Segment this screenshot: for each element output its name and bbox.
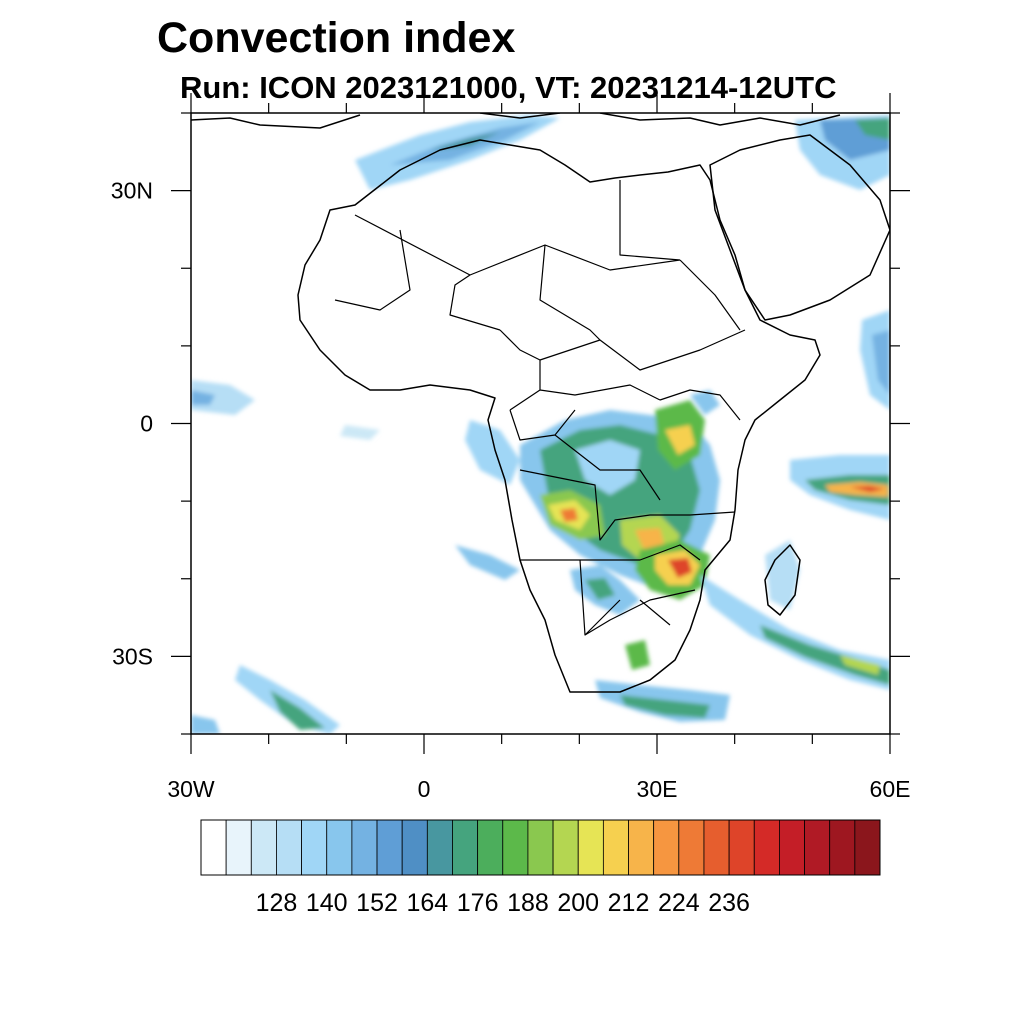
colorbar-swatch	[552, 819, 579, 876]
lat-tick-label: 30N	[111, 178, 153, 204]
colorbar-swatch	[779, 819, 805, 876]
colorbar-label: 188	[507, 889, 549, 917]
convection-patch-atlantic-west-core	[191, 390, 215, 405]
africa-coastline	[297, 139, 821, 693]
colorbar-swatch	[200, 819, 227, 876]
convection-patch-south-atlantic	[235, 665, 340, 734]
convection-field	[191, 115, 890, 734]
convection-patch-indian-ocean-high	[825, 482, 888, 497]
colorbar-swatch	[452, 819, 479, 876]
colorbar-swatch	[426, 819, 453, 876]
convection-patch-gulf-guinea	[340, 425, 380, 440]
convection-patch-north-jet-peak	[430, 132, 500, 150]
border-lines	[334, 180, 746, 636]
map-title: Convection index	[157, 14, 516, 62]
convection-patch-lake-victoria-high	[665, 425, 695, 455]
lon-tick-label: 30W	[167, 776, 215, 802]
convection-patch-atlantic-west	[191, 380, 255, 415]
convection-patch-angola-peak	[560, 508, 578, 522]
convection-patch-botswana-core	[585, 578, 615, 600]
colorbar-swatch	[653, 819, 680, 876]
convection-patch-namibia-coast	[455, 545, 520, 580]
convection-patch-south-atlantic-corner	[191, 715, 220, 734]
colorbar-label: 200	[557, 889, 599, 917]
colorbar-swatch	[351, 819, 378, 876]
colorbar-swatch	[577, 819, 604, 876]
colorbar-label: 164	[406, 889, 448, 917]
colorbar-swatch	[804, 819, 831, 876]
colorbar: 128 140 152 164 176 188 200 212 224 236	[200, 819, 881, 917]
convection-patch-congo-coast	[465, 420, 520, 485]
lat-tick-label: 30S	[112, 643, 153, 669]
colorbar-swatch	[678, 819, 705, 876]
lon-tick-label: 30E	[637, 776, 678, 802]
convection-patch-zimbabwe-peak	[668, 558, 692, 578]
colorbar-swatch	[602, 819, 629, 876]
convection-patch-indian-ocean-peak	[850, 486, 885, 492]
colorbar-swatch	[225, 819, 252, 876]
convection-patch-south-africa-inland	[625, 640, 650, 670]
map-subtitle: Run: ICON 2023121000, VT: 20231214-12UTC	[180, 70, 837, 105]
colorbar-swatch	[628, 819, 655, 876]
colorbar-label: 224	[658, 889, 700, 917]
arabia-coastline	[709, 134, 890, 321]
colorbar-swatch	[250, 819, 277, 876]
convection-patch-arabia-north-peak	[855, 118, 890, 140]
colorbar-swatch	[728, 819, 755, 876]
colorbar-swatch	[376, 819, 403, 876]
convection-patch-congo-gap	[575, 440, 640, 495]
convection-patch-madagascar	[765, 540, 800, 610]
colorbar-swatch	[301, 819, 328, 876]
colorbar-label: 128	[256, 889, 298, 917]
coastlines-borders	[191, 113, 890, 693]
colorbar-swatch	[703, 819, 730, 876]
colorbar-swatch	[527, 819, 554, 876]
colorbar-label: 140	[306, 889, 348, 917]
colorbar-swatch	[854, 819, 881, 876]
europe-coastline	[191, 113, 841, 129]
convection-patch-se-band-core	[760, 625, 890, 685]
colorbar-label: 236	[708, 889, 750, 917]
colorbar-frame	[200, 819, 881, 876]
colorbar-swatch	[276, 819, 302, 876]
colorbar-swatch	[829, 819, 856, 876]
lon-tick-label: 0	[418, 776, 431, 802]
convection-patch-south-africa-core	[620, 695, 710, 718]
colorbar-swatch	[326, 819, 353, 876]
convection-patch-kenya	[690, 390, 720, 415]
colorbar-swatch	[477, 819, 504, 876]
colorbar-swatch	[753, 819, 780, 876]
colorbar-swatch	[401, 819, 428, 876]
axis-ticks	[171, 93, 910, 754]
lon-tick-label: 60E	[870, 776, 911, 802]
madagascar-coastline	[764, 544, 801, 616]
convection-patch-se-band-high	[840, 655, 880, 675]
convection-patch-arabian-sea-core	[872, 330, 890, 395]
colorbar-label: 152	[356, 889, 398, 917]
axis-labels: 30N 0 30S 30W 0 30E 60E	[111, 178, 911, 802]
lat-tick-label: 0	[140, 411, 153, 437]
colorbar-label: 176	[457, 889, 499, 917]
convection-patch-south-atlantic-core	[270, 690, 325, 730]
colorbar-swatch	[502, 819, 529, 876]
colorbar-label: 212	[608, 889, 650, 917]
